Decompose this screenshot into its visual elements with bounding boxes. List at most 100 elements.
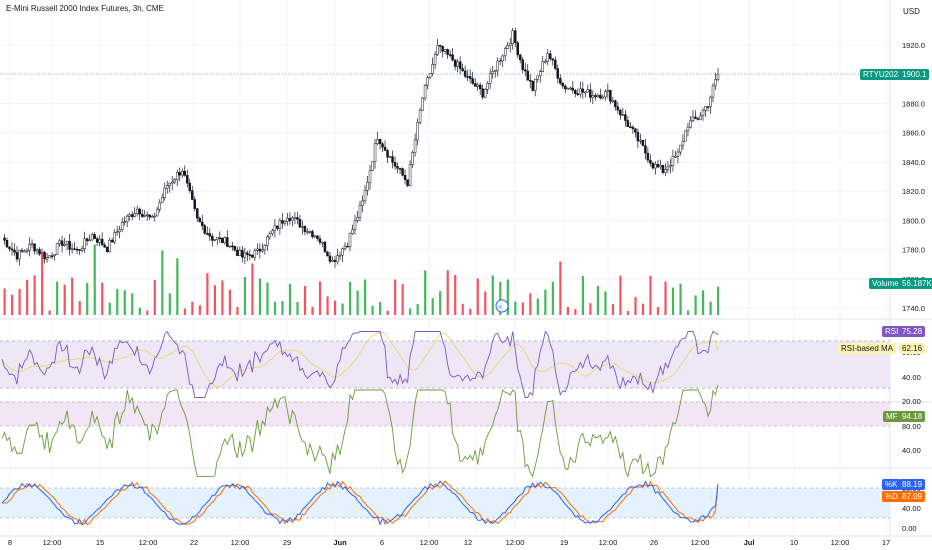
volume-bar	[559, 261, 562, 315]
candle-down	[378, 138, 382, 145]
candle-up	[711, 85, 715, 98]
stoch-d-label-badge: %D	[882, 491, 901, 502]
candle-down	[38, 249, 41, 255]
candle-down	[105, 246, 109, 253]
volume-bar	[409, 308, 412, 315]
candle-down	[531, 81, 534, 91]
candle-up	[80, 248, 84, 251]
time-tick-label: 19	[560, 538, 568, 547]
candle-up	[175, 172, 179, 180]
volume-bar	[499, 281, 502, 315]
candle-down	[316, 235, 319, 240]
candle-up	[684, 130, 687, 142]
candle-up	[266, 236, 269, 246]
candle-down	[614, 100, 617, 108]
candle-up	[18, 250, 21, 260]
volume-bar	[258, 278, 262, 315]
candle-down	[599, 94, 602, 99]
candle-up	[621, 114, 625, 116]
time-tick-label: 12:00	[139, 538, 158, 547]
candle-up	[23, 250, 26, 253]
stoch-k-line	[1, 480, 719, 526]
candle-down	[296, 217, 299, 220]
candle-up	[55, 243, 59, 255]
candle-up	[536, 75, 539, 80]
stochastic-pane[interactable]	[0, 480, 890, 526]
mfi-pane[interactable]	[0, 384, 890, 478]
candle-up	[709, 96, 712, 107]
candle-up	[423, 84, 427, 99]
price-tick-label: 1740.0	[902, 304, 925, 313]
candle-down	[193, 199, 197, 209]
candle-down	[258, 248, 262, 252]
volume-bar	[228, 289, 232, 315]
candle-up	[331, 259, 334, 262]
candle-down	[186, 175, 189, 184]
volume-bar	[461, 303, 464, 315]
candle-down	[203, 225, 207, 234]
candle-up	[256, 248, 259, 251]
price-pane[interactable]	[3, 27, 720, 268]
candle-down	[706, 106, 710, 108]
volume-bar	[664, 281, 667, 315]
candle-down	[619, 109, 622, 116]
stoch-k-value-badge: 88.19	[899, 479, 926, 490]
volume-bar	[161, 250, 164, 315]
candle-up	[544, 60, 547, 63]
volume-bar	[514, 301, 517, 315]
candle-up	[699, 115, 702, 120]
volume-bar	[521, 302, 524, 315]
volume-bar	[656, 307, 660, 315]
candle-down	[248, 254, 252, 256]
candle-up	[664, 169, 667, 173]
candle-down	[396, 166, 399, 169]
candle-up	[486, 83, 489, 90]
volume-bar	[303, 285, 307, 315]
time-tick-label: 12:00	[506, 538, 525, 547]
candle-down	[381, 143, 384, 148]
time-tick-label: 12	[464, 538, 472, 547]
candle-down	[346, 245, 349, 248]
candle-down	[318, 238, 322, 243]
candle-down	[10, 248, 14, 251]
candle-up	[113, 232, 116, 243]
candle-down	[100, 238, 104, 246]
candle-down	[564, 85, 567, 90]
candle-down	[103, 244, 106, 248]
candle-down	[5, 240, 9, 248]
candle-down	[559, 78, 562, 84]
double-chevron-right-icon[interactable]: »	[495, 299, 509, 313]
candle-up	[145, 214, 149, 217]
candle-up	[456, 61, 459, 67]
candle-up	[35, 249, 39, 252]
candle-down	[518, 54, 522, 61]
grid-lines	[0, 0, 932, 537]
mfi-tick-label: 80.00	[902, 422, 921, 431]
time-axis[interactable]: 8 12:00 15 12:00 22 12:00 29 Jun 6 12:00 12 12:00 19…	[8, 538, 890, 547]
rsi-tick-label: 40.00	[902, 373, 921, 382]
candle-down	[453, 59, 457, 67]
candle-down	[626, 120, 630, 128]
candle-up	[53, 253, 56, 257]
candle-up	[348, 233, 352, 247]
candle-down	[288, 217, 292, 221]
time-tick-label: 22	[190, 538, 198, 547]
volume-bar	[108, 302, 111, 315]
price-tick-label: 1800.0	[902, 216, 925, 225]
candle-down	[571, 87, 575, 91]
volume-bar	[356, 290, 359, 315]
candle-up	[503, 48, 507, 57]
rsi-pane[interactable]	[0, 330, 890, 398]
candle-down	[231, 245, 234, 248]
candle-down	[661, 164, 665, 173]
candle-up	[498, 60, 502, 63]
volume-bar	[11, 294, 14, 315]
volume-bar	[311, 306, 314, 315]
candle-down	[251, 254, 254, 258]
candle-down	[556, 68, 560, 79]
candle-up	[88, 239, 91, 242]
candle-up	[584, 91, 587, 94]
candle-up	[716, 73, 720, 80]
stoch-band	[0, 488, 890, 518]
